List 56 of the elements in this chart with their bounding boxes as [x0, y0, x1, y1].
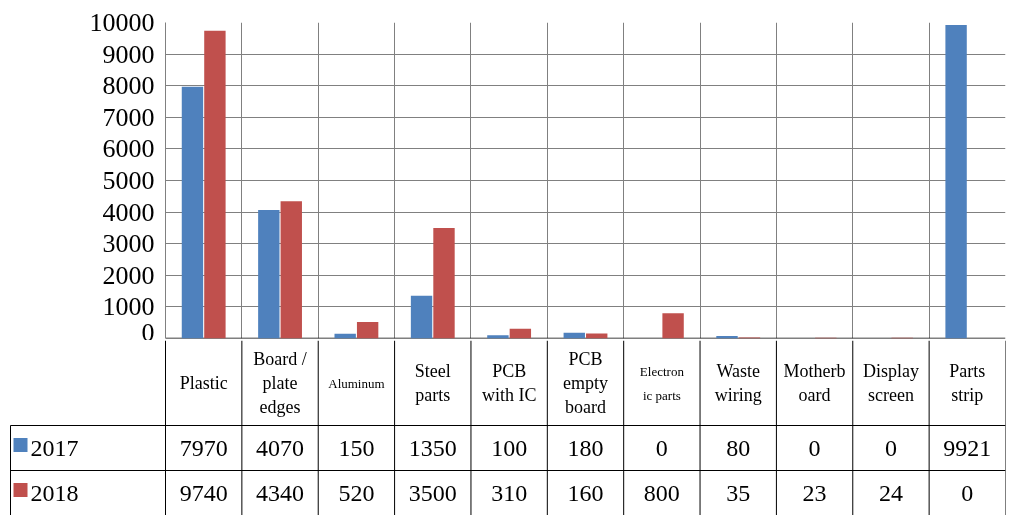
- data-label: 0: [808, 434, 821, 461]
- data-label: 0: [884, 434, 897, 461]
- y-tick-label: 7000: [102, 102, 155, 132]
- y-tick-label: 4000: [102, 197, 155, 227]
- data-label: 100: [491, 434, 528, 461]
- bar: [487, 335, 509, 339]
- x-tick-label: Board / plate edges: [253, 349, 307, 417]
- y-tick-label: 6000: [102, 134, 155, 164]
- data-label: 7970: [179, 434, 228, 461]
- x-tick-label: Waste wiring: [714, 361, 762, 405]
- y-tick-label: 9000: [102, 39, 155, 69]
- bar: [280, 201, 302, 339]
- bar: [181, 86, 204, 339]
- bar: [356, 322, 379, 339]
- data-label: 0: [961, 479, 974, 506]
- bar: [509, 328, 532, 339]
- y-tick-label: 5000: [102, 166, 155, 195]
- data-label: 24: [878, 479, 903, 506]
- x-tick-label: Aluminum: [328, 375, 385, 391]
- data-label: 9740: [179, 479, 228, 506]
- data-label: 1350: [408, 434, 457, 461]
- x-tick-label: PCB empty board: [563, 349, 608, 417]
- legend-label: 2017: [30, 434, 79, 461]
- data-label: 80: [726, 434, 751, 461]
- data-label: 150: [338, 434, 375, 461]
- data-label: 180: [567, 434, 604, 461]
- bar: [586, 333, 608, 339]
- bar: [433, 227, 455, 339]
- x-tick-label: Steel parts: [414, 361, 451, 405]
- legend-label: 2018: [30, 479, 79, 506]
- data-label: 800: [643, 479, 680, 506]
- data-label: 310: [491, 479, 528, 506]
- data-label: 9921: [943, 434, 992, 461]
- x-tick-label: Motherb oard: [783, 361, 846, 405]
- data-label: 160: [567, 479, 604, 506]
- data-label: 4340: [256, 479, 305, 506]
- data-label: 3500: [408, 479, 457, 506]
- x-tick-label: Electron ic parts: [639, 363, 685, 403]
- data-label: 35: [726, 479, 751, 506]
- y-tick-label: 8000: [102, 71, 155, 101]
- data-label: 23: [802, 479, 827, 506]
- bar: [945, 25, 967, 339]
- x-tick-label: Parts strip: [949, 361, 986, 405]
- x-tick-label: PCB with IC: [481, 361, 537, 405]
- data-label: 0: [655, 434, 668, 461]
- y-tick-label: 2000: [102, 260, 155, 290]
- y-tick-label: 3000: [102, 229, 155, 259]
- bar: [662, 313, 684, 339]
- x-tick-label: Display screen: [862, 361, 919, 405]
- data-label: 520: [338, 479, 375, 506]
- y-tick-label: 10000: [89, 8, 155, 37]
- x-tick-label: Plastic: [179, 373, 228, 393]
- bar: [204, 30, 226, 339]
- data-label: 4070: [256, 434, 305, 461]
- bar: [410, 295, 433, 339]
- bar: [258, 209, 280, 339]
